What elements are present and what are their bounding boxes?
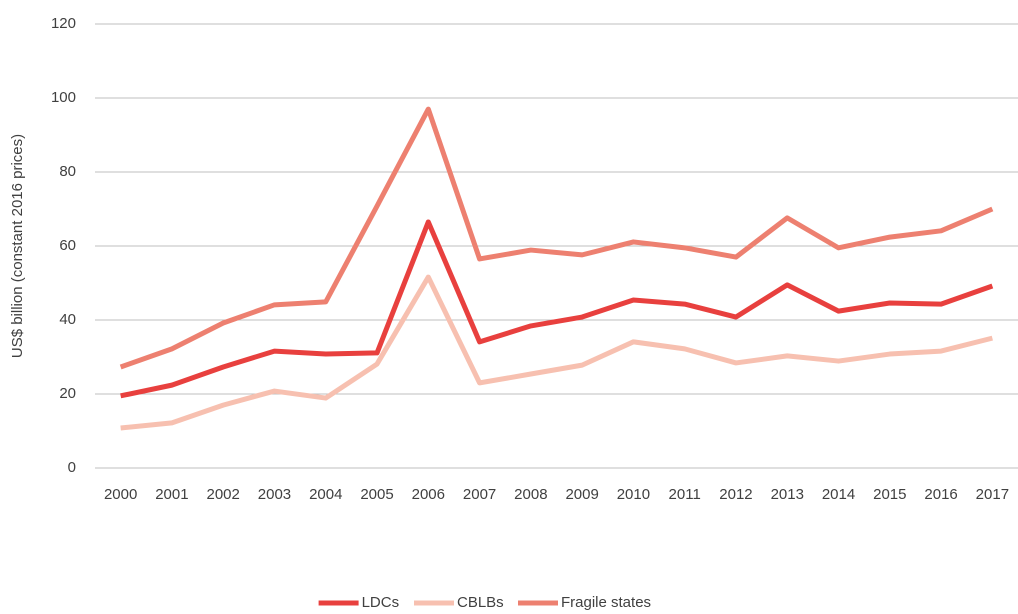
x-tick-label: 2016: [924, 486, 957, 503]
y-tick-label: 60: [59, 237, 76, 254]
x-tick-label: 2005: [360, 486, 393, 503]
x-tick-label: 2013: [771, 486, 804, 503]
x-tick-label: 2002: [207, 486, 240, 503]
y-tick-label: 40: [59, 311, 76, 328]
x-tick-label: 2001: [155, 486, 188, 503]
x-tick-label: 2007: [463, 486, 496, 503]
y-tick-label: 120: [51, 15, 76, 32]
x-tick-label: 2015: [873, 486, 906, 503]
y-tick-label: 0: [68, 459, 76, 476]
x-tick-label: 2004: [309, 486, 342, 503]
x-tick-label: 2006: [412, 486, 445, 503]
x-tick-label: 2010: [617, 486, 650, 503]
x-tick-label: 2011: [669, 486, 701, 503]
series-line: [120, 219, 994, 399]
x-tick-label: 2009: [565, 486, 598, 503]
x-tick-label: 2000: [104, 486, 137, 503]
y-tick-label: 100: [51, 89, 76, 106]
x-tick-label: 2014: [822, 486, 855, 503]
series-line: [120, 274, 993, 431]
x-tick-label: 2003: [258, 486, 291, 503]
x-tick-label: 2017: [976, 486, 1009, 503]
series-line: [119, 106, 994, 370]
x-tick-label: 2008: [514, 486, 547, 503]
y-axis-label: US$ billion (constant 2016 prices): [9, 134, 26, 358]
y-tick-label: 20: [59, 385, 76, 402]
y-tick-label: 80: [59, 163, 76, 180]
legend-label: LDCs: [362, 594, 400, 611]
legend-label: Fragile states: [561, 594, 651, 611]
legend-label: CBLBs: [457, 594, 504, 611]
x-tick-label: 2012: [719, 486, 752, 503]
